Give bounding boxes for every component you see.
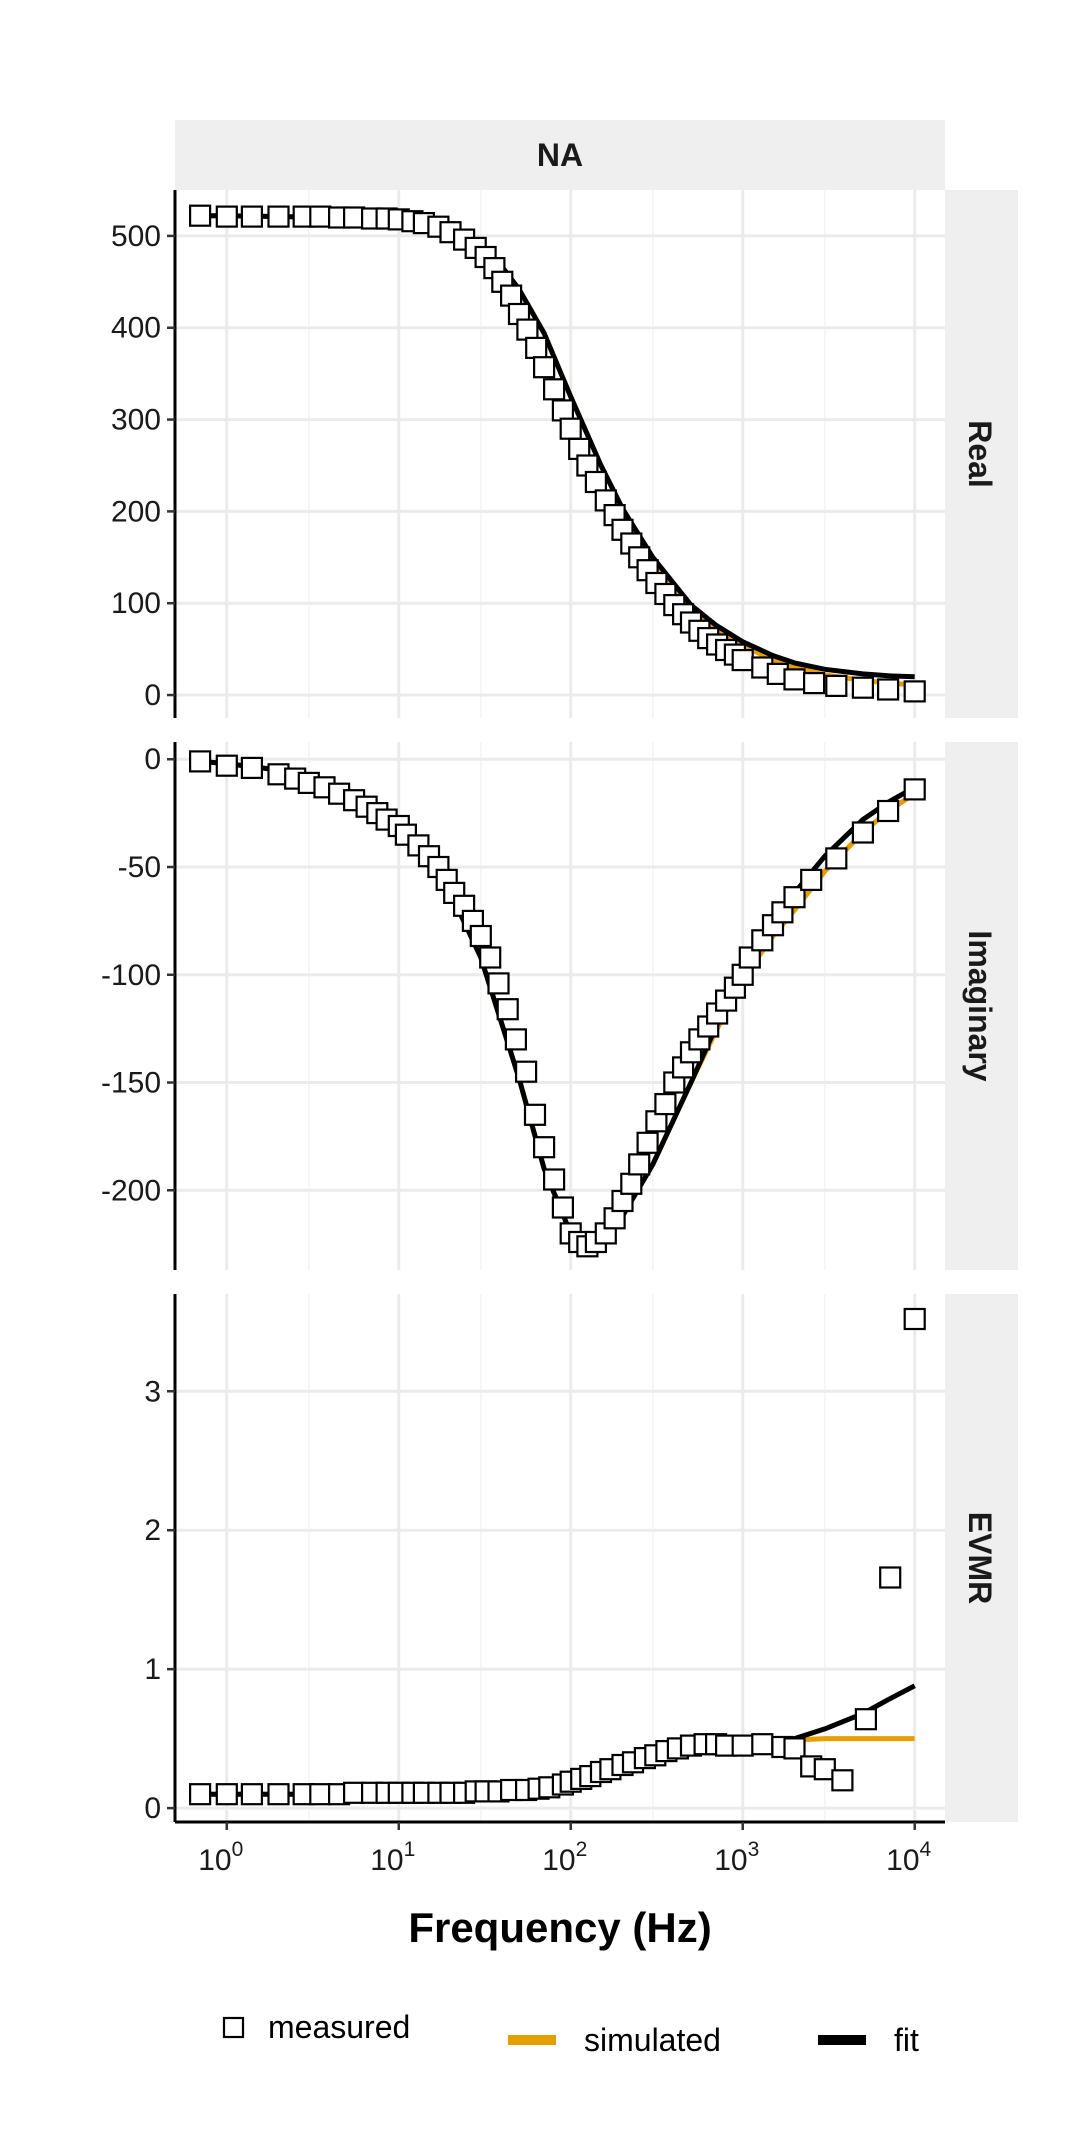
x-tick-label-1: 101	[370, 1838, 415, 1877]
measured-point-evmr-48	[903, 1307, 926, 1331]
y-tick-label-imaginary-3: -150	[101, 1067, 161, 1100]
measured-point-real-30	[584, 470, 608, 494]
legend: measured simulated fit	[222, 2009, 919, 2058]
measured-point-real-26	[551, 399, 575, 422]
measured-point-real-3	[267, 205, 290, 228]
measured-point-imaginary-59	[851, 821, 875, 844]
measured-point-evmr-45	[831, 1769, 854, 1792]
strip-real	[945, 190, 1018, 718]
measured-point-real-5	[309, 205, 332, 228]
measured-point-imaginary-22	[479, 946, 502, 969]
measured-point-real-54	[876, 678, 900, 701]
measured-point-evmr-44	[813, 1758, 836, 1781]
facet-title: NA	[537, 137, 583, 173]
panel-imaginary: Imaginary 0 -50 -100 -150 -200	[101, 742, 1018, 1270]
x-tick-label-2: 102	[542, 1838, 587, 1877]
y-tick-label-real-0: 0	[144, 679, 161, 712]
measured-point-imaginary-56	[783, 886, 806, 909]
measured-point-imaginary-27	[523, 1103, 547, 1126]
measured-point-imaginary-21	[469, 924, 492, 948]
strip-label-real: Real	[962, 420, 998, 488]
measured-point-evmr-1	[215, 1783, 238, 1806]
strip-imaginary	[945, 742, 1018, 1270]
measured-point-real-0	[189, 204, 212, 227]
y-tick-label-evmr-3: 3	[144, 1375, 161, 1408]
y-tick-label-evmr-1: 1	[144, 1653, 161, 1686]
measured-point-real-20	[500, 284, 523, 307]
measured-point-imaginary-42	[654, 1092, 677, 1116]
measured-point-imaginary-60	[876, 799, 900, 823]
x-axis-title: Frequency (Hz)	[408, 1904, 711, 1951]
measured-point-imaginary-28	[532, 1136, 556, 1159]
legend-measured-label: measured	[268, 2009, 410, 2045]
x-tick-label-4: 104	[886, 1838, 931, 1877]
y-tick-label-real-1: 100	[111, 587, 161, 620]
measured-point-evmr-47	[879, 1566, 902, 1589]
measured-point-real-51	[802, 671, 826, 695]
measured-point-real-27	[559, 417, 582, 440]
y-tick-label-imaginary-4: -200	[101, 1174, 161, 1207]
measured-point-real-53	[851, 676, 875, 699]
measured-point-real-25	[542, 378, 566, 401]
measured-point-real-55	[903, 680, 926, 703]
panel-evmr: EVMR 0 1 2 3	[144, 1294, 1018, 1825]
measured-point-real-52	[825, 674, 848, 698]
measured-point-imaginary-29	[542, 1168, 566, 1191]
measured-point-real-23	[525, 336, 548, 359]
measured-point-imaginary-39	[628, 1153, 651, 1176]
strip-label-imaginary: Imaginary	[962, 930, 998, 1081]
measured-point-imaginary-0	[189, 750, 212, 773]
measured-point-imaginary-38	[620, 1172, 643, 1195]
measured-point-evmr-3	[267, 1783, 290, 1806]
measured-point-evmr-46	[854, 1708, 878, 1731]
strip-label-evmr: EVMR	[962, 1512, 998, 1604]
y-tick-label-real-2: 200	[111, 495, 161, 528]
measured-point-real-1	[215, 205, 238, 228]
y-tick-label-imaginary-1: -50	[118, 851, 161, 884]
strip-evmr	[945, 1294, 1018, 1822]
x-tick-label-0: 100	[198, 1838, 243, 1877]
measured-point-imaginary-24	[496, 998, 519, 1021]
measured-point-imaginary-23	[487, 972, 510, 995]
measured-point-imaginary-52	[738, 946, 761, 969]
measured-point-imaginary-40	[636, 1131, 659, 1154]
measured-point-evmr-42	[783, 1737, 806, 1760]
measured-point-real-24	[532, 356, 556, 379]
facet-strip-top	[175, 120, 945, 190]
measured-point-real-22	[516, 318, 539, 341]
measured-point-imaginary-61	[903, 778, 926, 801]
y-tick-label-imaginary-2: -100	[101, 959, 161, 992]
measured-point-imaginary-26	[514, 1060, 538, 1083]
legend-measured-symbol	[222, 2016, 245, 2039]
y-tick-label-imaginary-0: 0	[144, 743, 161, 776]
measured-point-evmr-40	[751, 1733, 774, 1756]
measured-point-imaginary-25	[504, 1028, 527, 1051]
measured-point-evmr-5	[309, 1783, 332, 1806]
measured-point-imaginary-1	[215, 754, 238, 777]
measured-point-imaginary-58	[825, 847, 848, 870]
measured-point-real-50	[783, 668, 806, 691]
legend-simulated-label: simulated	[584, 2022, 721, 2058]
panel-real: Real 0 100 200 300 400 500	[111, 190, 1018, 718]
measured-point-imaginary-30	[551, 1196, 575, 1219]
y-tick-label-evmr-0: 0	[144, 1792, 161, 1825]
measured-point-real-47	[731, 648, 754, 672]
y-tick-label-evmr-2: 2	[144, 1514, 161, 1547]
measured-point-real-2	[240, 205, 263, 228]
measured-point-evmr-39	[731, 1734, 754, 1757]
measured-point-evmr-2	[240, 1783, 263, 1806]
measured-point-imaginary-57	[800, 868, 823, 892]
y-tick-label-real-5: 500	[111, 220, 161, 253]
measured-point-imaginary-2	[240, 756, 263, 780]
x-axis: 100 101 102 103 104	[175, 1820, 945, 1877]
legend-fit-label: fit	[894, 2022, 919, 2058]
y-tick-label-real-3: 300	[111, 404, 161, 437]
measured-point-evmr-0	[189, 1783, 212, 1806]
x-tick-label-3: 103	[714, 1838, 759, 1877]
y-tick-label-real-4: 400	[111, 312, 161, 345]
